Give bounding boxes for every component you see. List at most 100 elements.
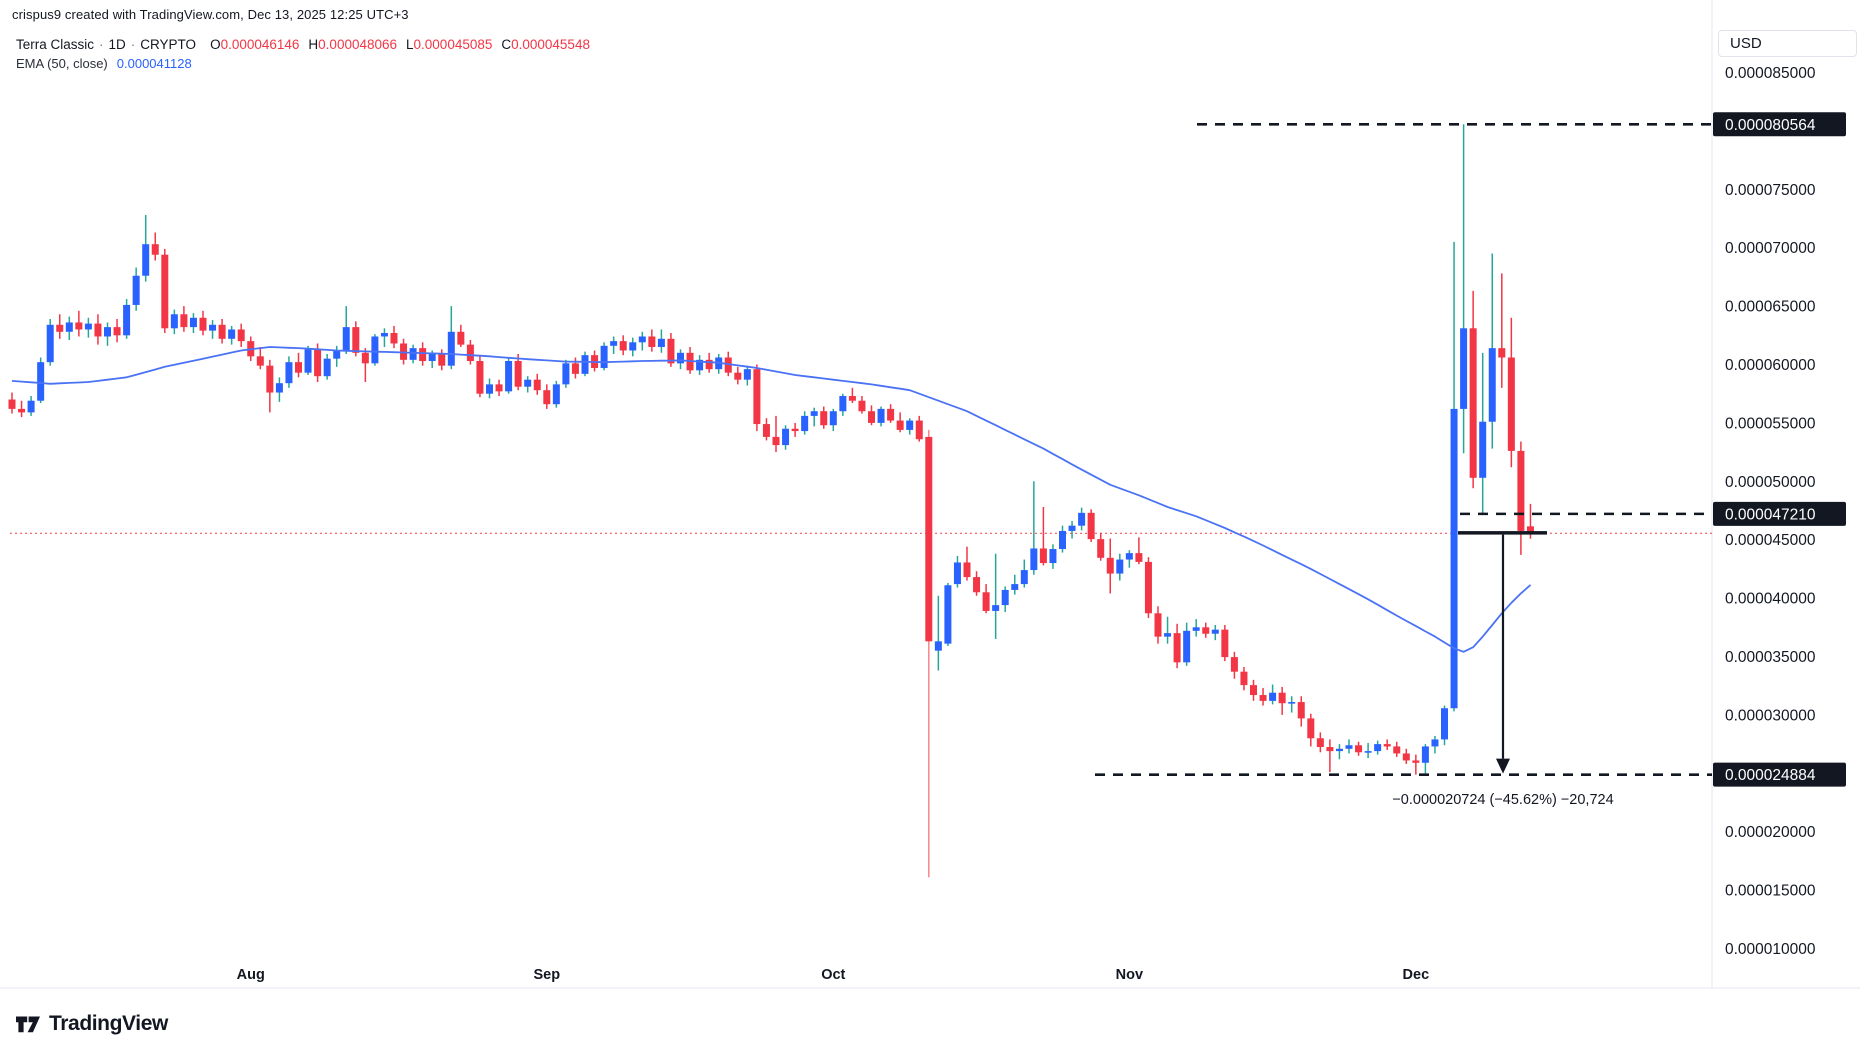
candle	[94, 314, 102, 345]
candle-body	[648, 336, 656, 347]
time-scale-drag-area[interactable]	[0, 960, 1712, 988]
candle	[1460, 124, 1468, 454]
candle	[1001, 586, 1009, 613]
candle	[1364, 742, 1372, 759]
candle	[75, 310, 83, 337]
candle-body	[295, 362, 302, 373]
candle-body	[1078, 512, 1086, 526]
candle-body	[113, 327, 121, 336]
candle	[1240, 667, 1248, 691]
candle	[495, 379, 503, 397]
price-tick-label: 0.000040000	[1725, 591, 1816, 608]
candle	[1202, 622, 1210, 638]
candle	[772, 415, 780, 453]
candle	[925, 429, 933, 878]
ema-legend-row[interactable]: EMA (50, close) 0.000041128	[16, 56, 192, 71]
time-axis-label: Dec	[1403, 967, 1430, 983]
candle	[610, 336, 618, 354]
candle-body	[1450, 408, 1458, 709]
candle-body	[228, 329, 236, 339]
candle	[906, 418, 914, 435]
candle	[438, 349, 446, 371]
candle-body	[696, 359, 704, 371]
candle	[1173, 623, 1181, 669]
candle	[8, 392, 16, 414]
candle	[256, 346, 264, 370]
candle-body	[409, 348, 417, 360]
measure-start-bar[interactable]	[1458, 531, 1547, 535]
candle-body	[829, 411, 837, 426]
candle	[228, 325, 236, 345]
candle-body	[1383, 744, 1391, 747]
candle-body	[1488, 348, 1496, 422]
price-tick-label: 0.000015000	[1725, 883, 1816, 900]
candle-body	[1192, 627, 1200, 631]
candle-body	[514, 360, 522, 387]
exchange-label[interactable]: CRYPTO	[140, 37, 197, 52]
candle	[1431, 735, 1439, 754]
separator-dot: ·	[130, 37, 136, 52]
candle-body	[1011, 584, 1019, 590]
candle	[753, 364, 761, 432]
ema-label[interactable]: EMA (50, close)	[16, 56, 108, 71]
candle	[304, 345, 312, 376]
level-price-tag[interactable]	[1713, 762, 1846, 787]
candle-body	[104, 327, 111, 337]
candle	[65, 316, 73, 340]
candle-body	[189, 317, 197, 328]
candle-body	[1335, 748, 1343, 752]
candle	[1441, 705, 1448, 746]
candle-body	[887, 408, 895, 421]
candle	[209, 320, 217, 339]
symbol-title[interactable]: Terra Classic	[16, 37, 95, 52]
level-price-tag[interactable]	[1713, 112, 1846, 137]
level-price-tag-text: 0.000024884	[1725, 767, 1816, 784]
candle	[1183, 622, 1191, 666]
separator-dot: ·	[99, 37, 104, 52]
candle-body	[142, 244, 150, 276]
time-scale[interactable]: Aug Sep Oct Nov Dec	[237, 967, 1429, 983]
candle	[1068, 521, 1076, 539]
candle	[1116, 553, 1124, 581]
candle	[1326, 739, 1334, 773]
measure-tool-result-text[interactable]: −0.000020724 (−45.62%) −20,724	[1392, 792, 1614, 808]
candle-body	[543, 390, 551, 405]
price-range-measure-tool[interactable]	[1458, 531, 1547, 774]
low-value: 0.000045085	[413, 37, 493, 52]
level-price-tag[interactable]	[1713, 501, 1846, 526]
candle	[1269, 684, 1277, 705]
currency-unit-box[interactable]: USD	[1718, 30, 1857, 57]
candle-body	[992, 605, 1000, 611]
candle-body	[533, 379, 541, 391]
candle-body	[1183, 630, 1191, 663]
candle	[1421, 744, 1429, 774]
tradingview-logo[interactable]: TradingView	[14, 1010, 168, 1038]
candle-body	[1087, 512, 1095, 540]
timeframe-label[interactable]: 1D	[108, 37, 126, 52]
price-scale-drag-area[interactable]	[1712, 0, 1860, 988]
candle	[142, 214, 150, 282]
candle-body	[963, 562, 971, 578]
candle	[1250, 679, 1257, 701]
candle	[1078, 507, 1086, 531]
tradingview-logo-icon	[16, 1016, 40, 1033]
price-tick-label: 0.000060000	[1725, 357, 1816, 374]
candle-body	[820, 411, 828, 426]
price-scale[interactable]: 0.000085000 0.000075000 0.000070000 0.00006…	[1725, 65, 1816, 958]
symbol-legend-row[interactable]: Terra Classic · 1D · CRYPTO O0.000046146 H0.00…	[16, 37, 590, 52]
close-value: 0.000045548	[511, 37, 590, 52]
candle	[562, 359, 570, 388]
candle-body	[782, 428, 790, 446]
candle-body	[657, 338, 665, 347]
candle	[56, 314, 64, 339]
candle	[581, 351, 589, 377]
candle	[237, 323, 245, 347]
candle-body	[333, 350, 341, 359]
candle	[677, 349, 684, 370]
candle-body	[419, 348, 427, 361]
ema-50-line[interactable]	[11, 346, 1532, 653]
candle-body	[581, 355, 589, 374]
candle	[868, 405, 875, 426]
ema-value: 0.000041128	[116, 56, 192, 71]
